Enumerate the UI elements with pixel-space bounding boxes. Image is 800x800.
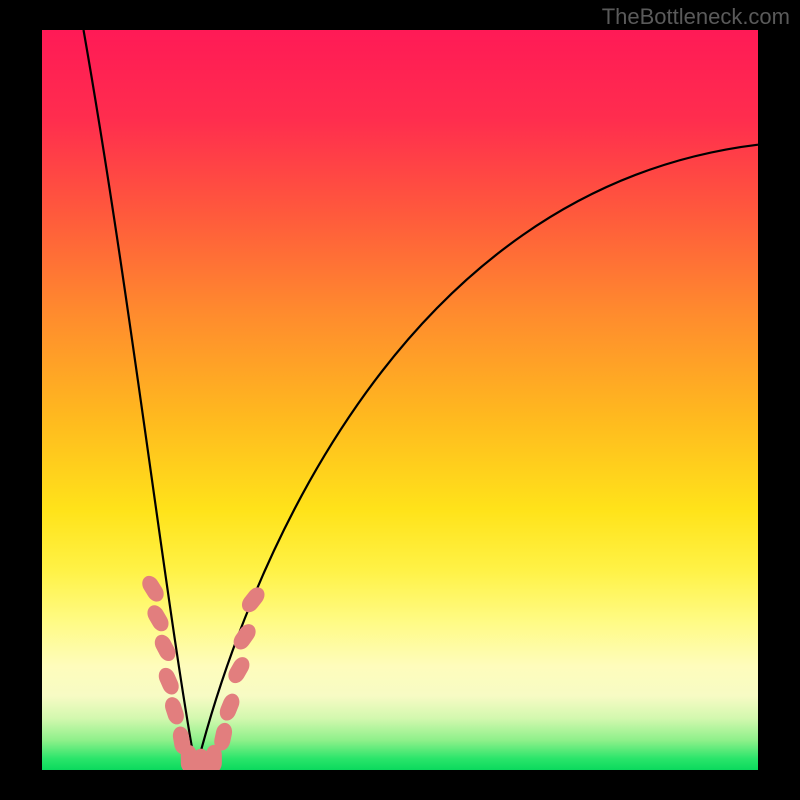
chart-svg [42, 30, 758, 770]
plot-container [42, 30, 758, 770]
plot-background [42, 30, 758, 770]
watermark-text: TheBottleneck.com [602, 4, 790, 30]
